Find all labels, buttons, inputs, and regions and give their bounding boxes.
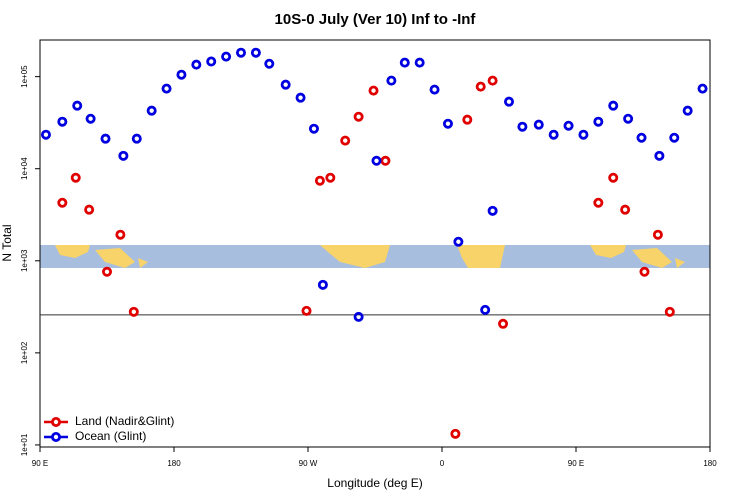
point [480,304,491,315]
point [669,132,680,143]
point [487,205,498,216]
point [280,79,291,90]
point [386,75,397,86]
x-tick-label: 90 E [568,459,584,468]
point [697,83,708,94]
y-tick-label: 1e+02 [20,341,29,364]
point [40,129,51,140]
y-tick-label: 1e+05 [20,65,29,88]
point [503,96,514,107]
map-strip [40,245,710,268]
point [325,172,336,183]
point [652,229,663,240]
plot-frame [39,39,711,448]
point [682,105,693,116]
x-tick-label: 90 E [32,459,48,468]
point [264,58,275,69]
point [654,150,665,161]
point [399,57,410,68]
point [308,123,319,134]
x-tick-label: 0 [440,459,445,468]
point [57,197,68,208]
point [146,105,157,116]
point [462,114,473,125]
point [161,83,172,94]
point [636,132,647,143]
x-axis-label: Longitude (deg E) [327,476,422,490]
point [340,135,351,146]
point [118,150,129,161]
point [314,175,325,186]
point [475,81,486,92]
point [548,129,559,140]
point [295,92,306,103]
x-tick-label: 180 [703,459,717,468]
chart-title: 10S-0 July (Ver 10) Inf to -Inf [275,11,477,28]
point [639,266,650,277]
x-tick-label: 90 W [299,459,318,468]
point [100,133,111,144]
point [115,229,126,240]
legend-marker [51,416,62,427]
point [453,236,464,247]
point [235,47,246,58]
point [371,155,382,166]
point [664,306,675,317]
point [533,119,544,130]
point [517,121,528,132]
y-axis-label: N Total [0,224,14,261]
point [353,111,364,122]
point [593,197,604,208]
point [368,85,379,96]
y-tick-label: 1e+03 [20,249,29,272]
y-tick-label: 1e+01 [20,433,29,456]
point [429,84,440,95]
point [131,133,142,144]
point [70,172,81,183]
legend-marker [51,431,62,442]
x-tick-label: 180 [167,459,181,468]
legend-label: Ocean (Glint) [75,429,146,443]
point [608,172,619,183]
point [221,51,232,62]
point [128,306,139,317]
point [498,318,509,329]
point [317,279,328,290]
point [380,155,391,166]
point [84,204,95,215]
y-tick-label: 1e+04 [20,157,29,180]
point [450,428,461,439]
point [72,100,83,111]
point [620,204,631,215]
point [176,69,187,80]
point [593,116,604,127]
point [191,59,202,70]
point [85,113,96,124]
point [563,120,574,131]
point [102,266,113,277]
point [487,75,498,86]
point [414,57,425,68]
legend-label: Land (Nadir&Glint) [75,414,174,428]
point [57,116,68,127]
point [206,56,217,67]
point [353,311,364,322]
point [608,100,619,111]
point [250,47,261,58]
point [301,305,312,316]
point [623,113,634,124]
point [578,129,589,140]
point [442,118,453,129]
